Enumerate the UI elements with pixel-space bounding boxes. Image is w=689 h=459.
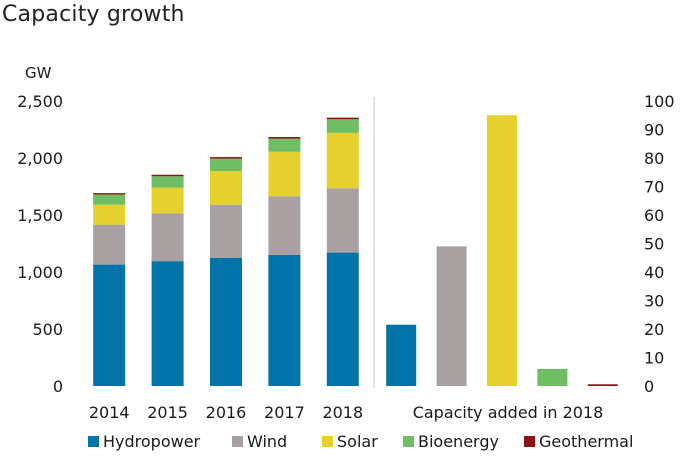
y-tick-label-right: 50	[644, 235, 664, 254]
left-stacked-bar-panel: GW 0 500 1,000 1,500 2,000 2,500 2014 2015 2016 20…	[17, 64, 363, 422]
legend: Hydropower Wind Solar Bioenergy Geothermal	[88, 432, 633, 451]
bar-bioenergy-2016	[210, 158, 242, 172]
legend-swatch-wind	[232, 436, 243, 447]
legend-label-wind: Wind	[247, 432, 287, 451]
bar-solar-2016	[210, 171, 242, 205]
bar-solar-2014	[93, 204, 126, 225]
y-tick-label-right: 70	[644, 178, 664, 197]
bar-solar-2015	[151, 187, 184, 214]
bar-bioenergy-2015	[151, 176, 184, 188]
bar-geothermal-2017	[268, 137, 301, 139]
y-tick-label-right: 60	[644, 206, 664, 225]
y-tick-label-right: 100	[644, 92, 675, 111]
bar-added-solar	[487, 115, 517, 386]
y-tick-label-left: 1,000	[17, 263, 63, 282]
bar-wind-2016	[210, 204, 242, 258]
bar-hydropower-2018	[326, 252, 359, 386]
y-tick-label-right: 10	[644, 349, 664, 368]
bar-bioenergy-2018	[326, 119, 359, 133]
x-tick-label: 2017	[264, 403, 305, 422]
bar-bioenergy-2017	[268, 138, 301, 152]
right-bar-panel: 0 10 20 30 40 50 60 70 80 90 100 Capacity added in …	[386, 92, 675, 422]
y-tick-label-left: 2,000	[17, 149, 63, 168]
y-tick-label-right: 30	[644, 292, 664, 311]
legend-label-bioenergy: Bioenergy	[418, 432, 499, 451]
x-tick-label: 2015	[147, 403, 188, 422]
legend-swatch-bioenergy	[403, 436, 414, 447]
bar-hydropower-2014	[93, 264, 126, 386]
bar-solar-2017	[268, 151, 301, 197]
y-tick-label-right: 90	[644, 121, 664, 140]
y-tick-label-left: 500	[32, 320, 63, 339]
chart-title: Capacity growth	[2, 2, 185, 27]
bar-wind-2015	[151, 213, 184, 262]
bar-geothermal-2016	[210, 157, 242, 159]
bar-geothermal-2018	[326, 117, 359, 120]
y-tick-label-left: 0	[53, 377, 63, 396]
bar-wind-2018	[326, 188, 359, 253]
legend-label-hydropower: Hydropower	[103, 432, 201, 451]
legend-label-geothermal: Geothermal	[539, 432, 633, 451]
legend-swatch-hydropower	[88, 436, 99, 447]
x-tick-label: 2018	[322, 403, 363, 422]
bar-wind-2014	[93, 224, 126, 265]
bar-added-wind	[436, 246, 467, 386]
bar-hydropower-2016	[210, 257, 242, 386]
y-tick-label-right: 40	[644, 263, 664, 282]
x-tick-label: 2016	[206, 403, 247, 422]
bar-added-geothermal	[587, 384, 618, 386]
y-tick-label-right: 20	[644, 320, 664, 339]
y-tick-label-right: 0	[644, 377, 654, 396]
bar-solar-2018	[326, 132, 359, 189]
x-axis-caption: Capacity added in 2018	[413, 403, 604, 422]
x-tick-label: 2014	[89, 403, 130, 422]
bar-geothermal-2014	[93, 193, 126, 195]
y-unit-label: GW	[25, 64, 52, 82]
legend-swatch-solar	[322, 436, 333, 447]
bar-hydropower-2015	[151, 261, 184, 386]
bar-added-hydropower	[386, 324, 417, 386]
y-tick-label-left: 1,500	[17, 206, 63, 225]
y-tick-label-right: 80	[644, 149, 664, 168]
bar-hydropower-2017	[268, 254, 301, 386]
bar-added-bioenergy	[537, 368, 568, 386]
bar-geothermal-2015	[151, 174, 184, 177]
bar-bioenergy-2014	[93, 194, 126, 205]
y-tick-label-left: 2,500	[17, 92, 63, 111]
bar-wind-2017	[268, 196, 301, 255]
legend-swatch-geothermal	[524, 436, 535, 447]
legend-label-solar: Solar	[337, 432, 378, 451]
